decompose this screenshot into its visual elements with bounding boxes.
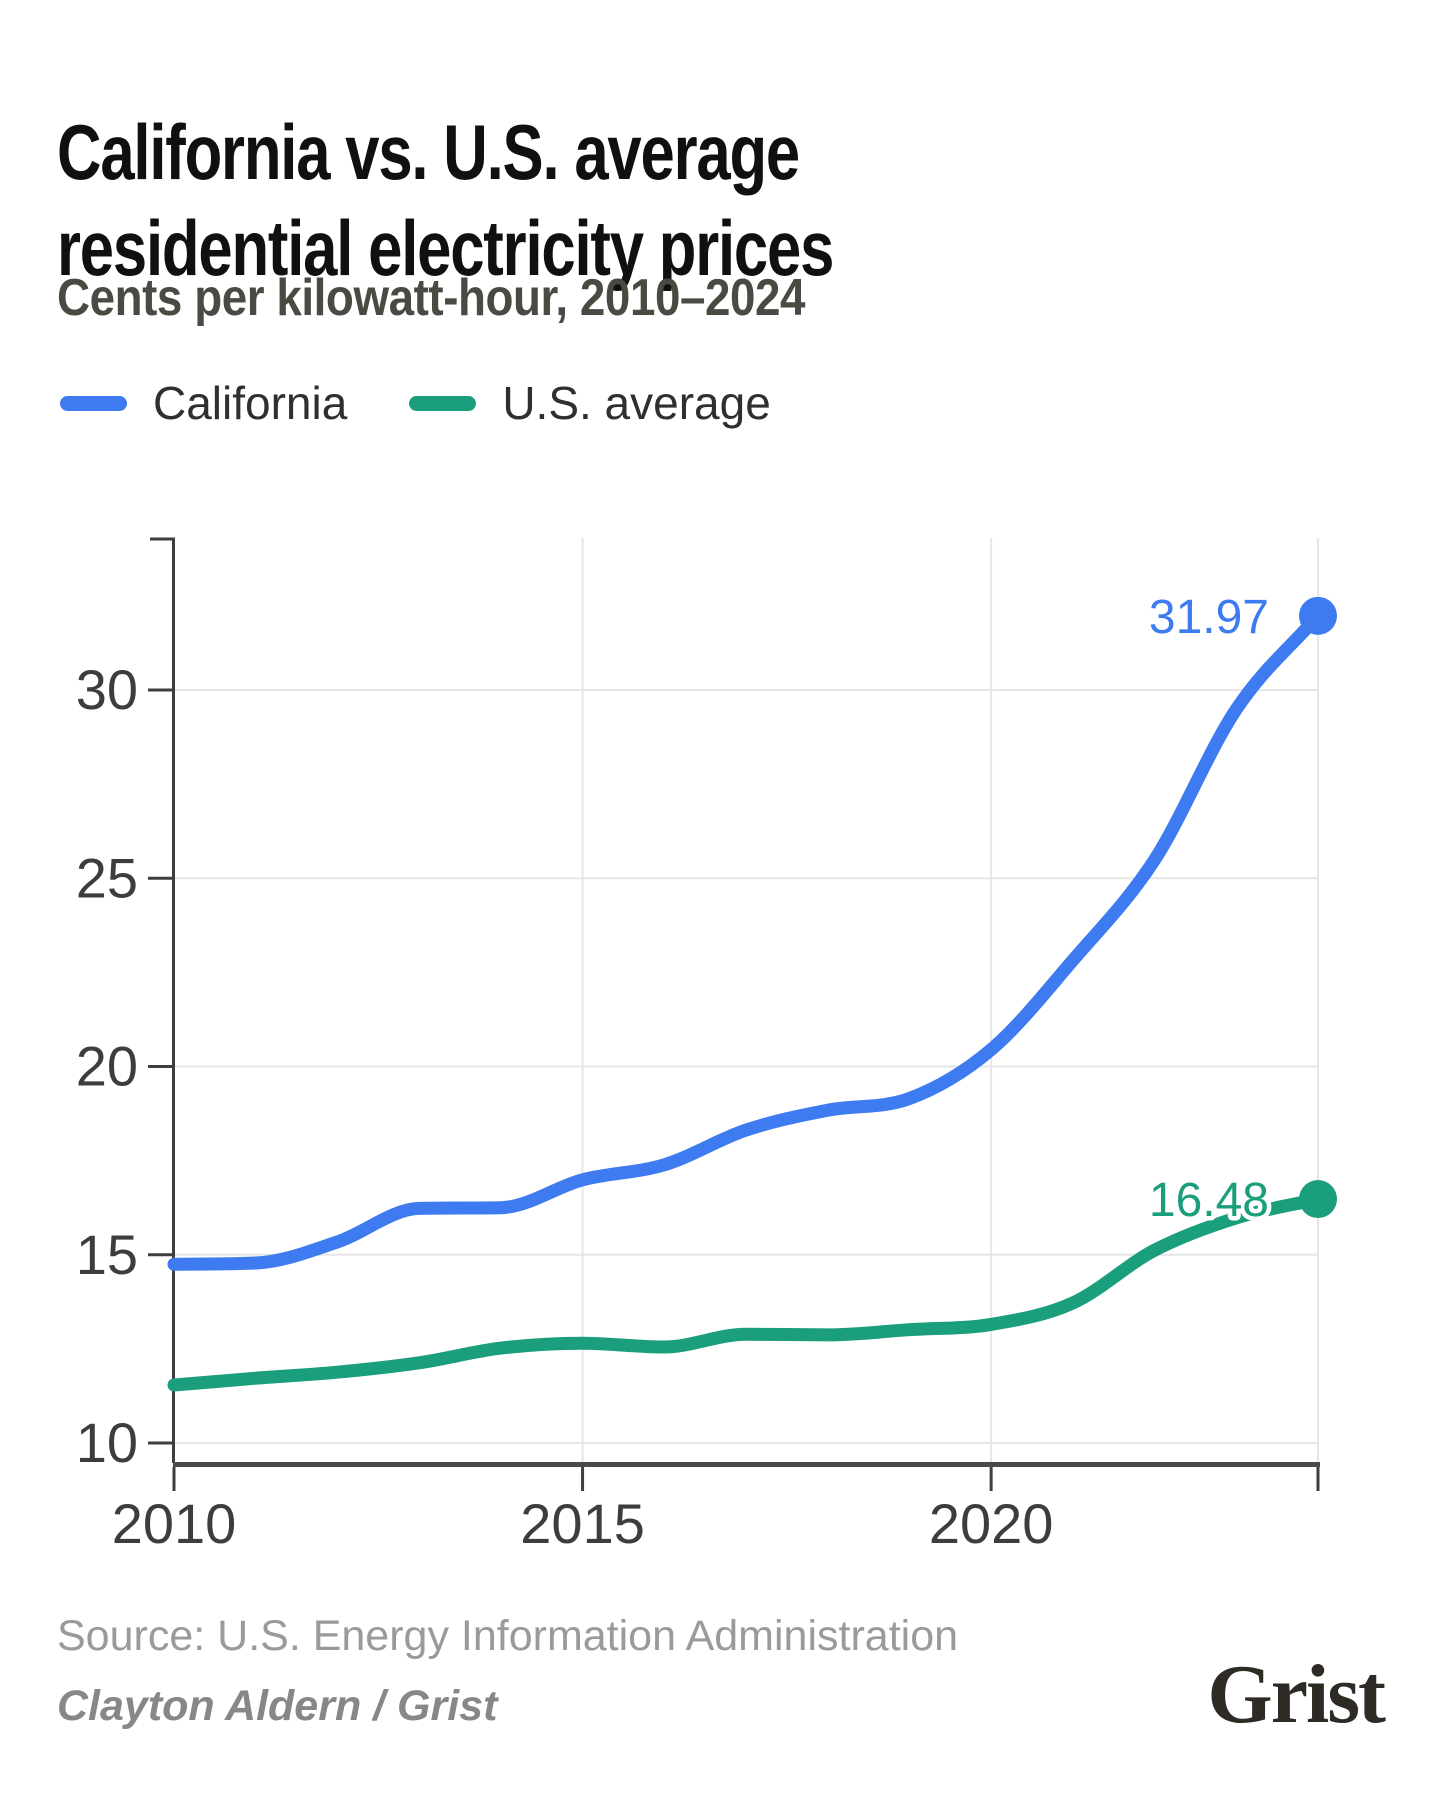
x-tick-label: 2020: [929, 1492, 1054, 1555]
california-swatch-icon: [60, 395, 127, 411]
legend-item-california: California: [60, 376, 347, 430]
y-tick-label: 30: [76, 658, 138, 721]
y-axis: [150, 537, 175, 1463]
x-tick-label: 2015: [520, 1492, 645, 1555]
legend-label-california: California: [153, 377, 348, 429]
y-tick-label: 25: [76, 846, 138, 909]
california-end-dot: [1299, 596, 1337, 635]
y-tick-label: 20: [76, 1035, 138, 1098]
grist-logo: Grist: [1207, 1648, 1386, 1741]
u-s-average-end-label: 16.48: [1149, 1174, 1269, 1227]
source-note: Source: U.S. Energy Information Administ…: [57, 1612, 959, 1660]
page-title-line-2: residential electricity prices: [57, 204, 834, 293]
california-end-label: 31.97: [1149, 591, 1269, 644]
legend-item-us-average: U.S. average: [409, 376, 771, 430]
legend-label-us-average: U.S. average: [502, 377, 771, 429]
page-title: California vs. U.S. average residential …: [57, 104, 1040, 296]
california-line: [167, 609, 1325, 1271]
page-title-line-1: California vs. U.S. average: [57, 108, 800, 197]
y-tick-label: 15: [76, 1223, 138, 1286]
u-s-average-line: [167, 1192, 1325, 1392]
y-tick-label: 10: [76, 1411, 138, 1474]
us-average-swatch-icon: [409, 395, 477, 411]
u-s-average-end-dot: [1299, 1180, 1337, 1219]
byline: Clayton Aldern / Grist: [57, 1682, 498, 1730]
x-tick-label: 2010: [112, 1492, 237, 1555]
chart-subtitle: Cents per kilowatt-hour, 2010–2024: [57, 269, 806, 327]
legend: California U.S. average: [60, 376, 771, 430]
